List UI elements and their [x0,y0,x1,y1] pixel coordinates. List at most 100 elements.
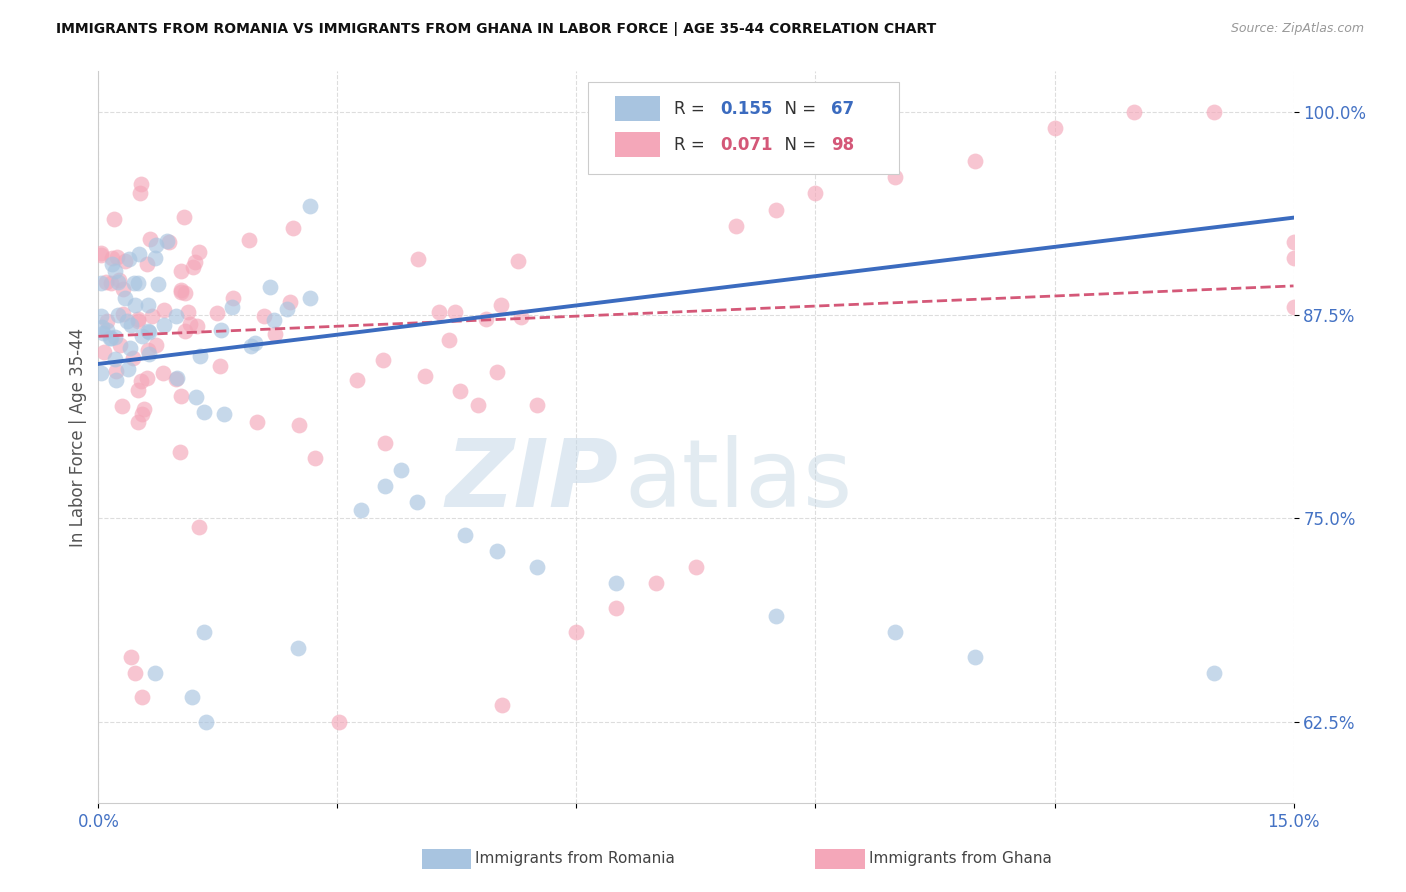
Point [298,199,321,213]
Point [121,351,143,365]
Point [188,349,211,363]
Point [157,235,180,249]
Point [804,186,827,201]
Point [104,264,127,278]
Point [212,408,235,422]
Point [138,298,160,312]
Text: IMMIGRANTS FROM ROMANIA VS IMMIGRANTS FROM GHANA IN LABOR FORCE | AGE 35-44 CORR: IMMIGRANTS FROM ROMANIA VS IMMIGRANTS FR… [56,22,936,37]
Point [148,277,170,291]
Text: ZIP: ZIP [446,435,619,527]
Point [107,275,129,289]
Point [117,362,139,376]
Point [328,714,350,729]
Point [152,366,174,380]
Point [107,309,129,323]
Point [120,341,142,355]
Point [1282,252,1305,266]
Point [259,279,281,293]
Text: Immigrants from Ghana: Immigrants from Ghana [869,852,1052,866]
Point [112,282,135,296]
Point [169,445,191,459]
Point [91,326,114,340]
Point [117,252,139,267]
Point [90,246,112,260]
Point [145,338,167,352]
Point [108,338,131,352]
Point [238,233,260,247]
Point [246,415,269,429]
FancyBboxPatch shape [589,82,900,174]
Point [108,273,131,287]
Y-axis label: In Labor Force | Age 35-44: In Labor Force | Age 35-44 [69,327,87,547]
Text: R =: R = [675,136,710,153]
Point [111,399,134,413]
Point [127,415,149,429]
Point [96,275,118,289]
Point [454,527,477,541]
Point [526,398,548,412]
Point [129,177,152,191]
Text: 67: 67 [831,100,853,118]
Point [136,371,159,385]
Point [103,211,125,226]
Point [131,690,153,705]
Point [128,247,150,261]
Point [120,649,142,664]
Point [124,298,146,312]
FancyBboxPatch shape [614,132,661,157]
Point [506,253,529,268]
Point [170,283,193,297]
Point [105,251,128,265]
Point [143,665,166,680]
Point [187,519,209,533]
Point [1043,121,1066,136]
Point [281,221,304,235]
Point [263,313,285,327]
Point [467,398,489,412]
Point [90,366,112,380]
Point [194,714,217,729]
Point [350,503,373,517]
Point [177,305,200,319]
Point [209,323,232,337]
Point [90,320,112,334]
Point [127,313,149,327]
Point [138,347,160,361]
Point [489,298,512,312]
Point [449,384,471,399]
Point [413,369,436,384]
Point [165,310,187,324]
Point [127,383,149,397]
Point [765,202,787,217]
Point [605,576,627,591]
Point [120,318,142,332]
Point [124,665,146,680]
Point [304,451,326,466]
Point [406,495,429,509]
Point [243,336,266,351]
Point [174,324,197,338]
Point [100,331,122,345]
Text: 0.155: 0.155 [720,100,772,118]
Point [90,309,112,323]
Point [127,312,149,326]
Point [374,479,396,493]
Point [153,302,176,317]
Point [141,309,163,323]
Point [100,276,122,290]
Text: 98: 98 [831,136,853,153]
Point [143,252,166,266]
Point [1123,105,1146,120]
Point [131,374,153,388]
Point [485,544,508,558]
Text: N =: N = [773,100,821,118]
Point [186,318,208,333]
Point [427,305,450,319]
Point [166,371,188,385]
Point [299,291,322,305]
Point [276,301,298,316]
Point [645,576,668,591]
Point [114,291,136,305]
Point [101,257,124,271]
Point [240,338,263,352]
